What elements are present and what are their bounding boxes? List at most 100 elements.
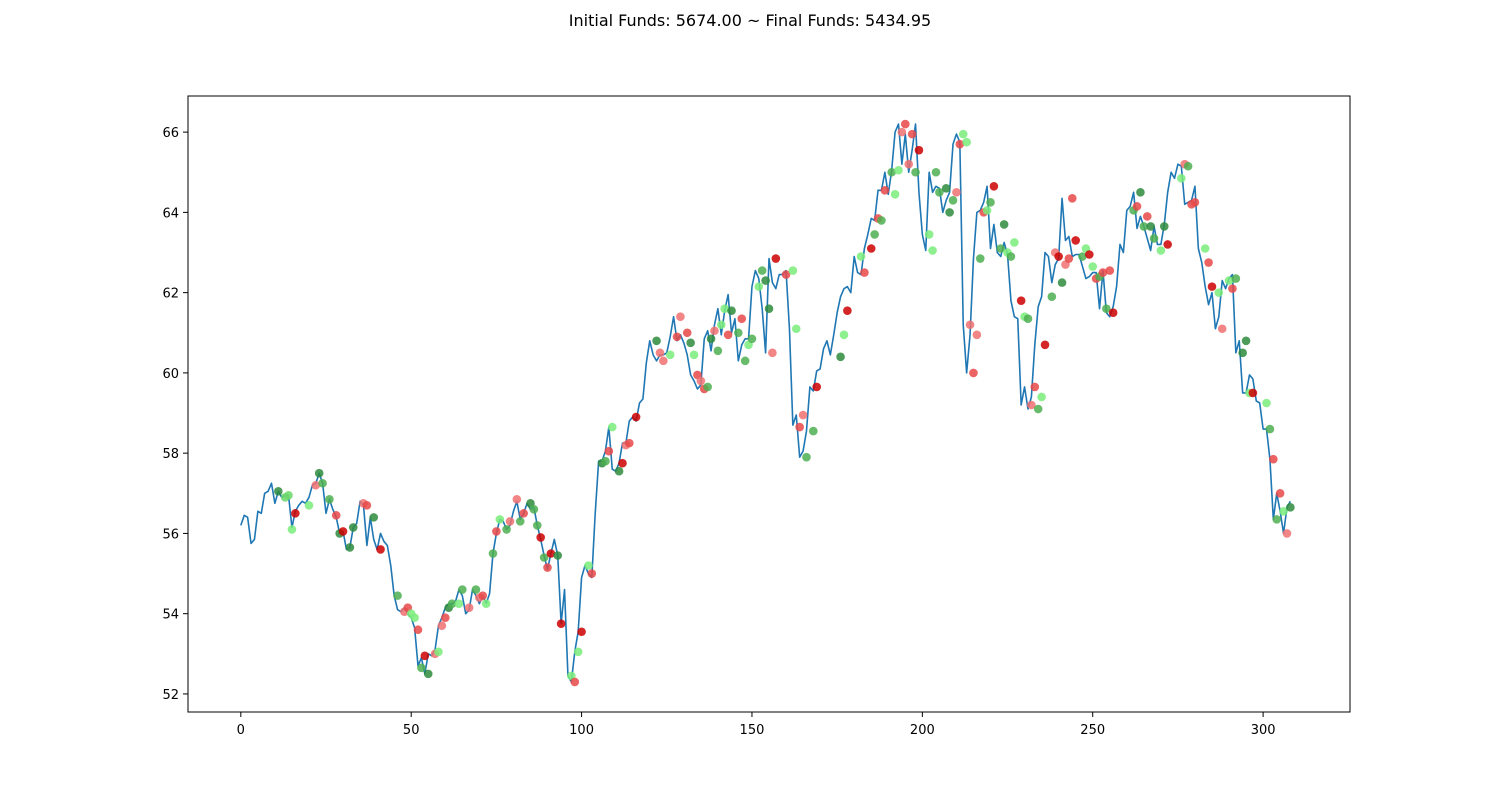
trade-marker: [802, 452, 811, 462]
trade-marker: [1248, 388, 1258, 398]
trade-marker: [727, 306, 736, 316]
trade-marker: [434, 647, 443, 657]
trade-marker: [492, 527, 501, 536]
trade-marker: [928, 246, 937, 255]
trade-marker: [481, 599, 491, 608]
trade-marker: [1163, 240, 1172, 249]
trade-marker: [1217, 324, 1227, 334]
trade-marker: [1159, 222, 1169, 231]
trade-marker: [1040, 340, 1050, 350]
trade-marker: [904, 159, 914, 169]
trade-marker: [975, 254, 985, 263]
trade-marker: [935, 188, 944, 197]
trade-marker: [587, 569, 597, 578]
trade-marker: [532, 521, 542, 530]
trade-marker: [890, 190, 900, 199]
trade-marker: [945, 208, 954, 217]
trade-marker: [440, 613, 450, 622]
trade-marker: [941, 184, 951, 193]
trade-marker: [1105, 266, 1115, 275]
trade-marker: [914, 145, 924, 155]
marker-layer: [274, 119, 1295, 687]
trade-marker: [676, 312, 685, 322]
trade-marker: [764, 304, 774, 313]
trade-marker: [924, 230, 934, 239]
trade-marker: [543, 563, 552, 572]
trade-marker: [795, 422, 804, 432]
trade-marker: [836, 352, 845, 362]
trade-marker: [706, 334, 716, 344]
trade-marker: [761, 276, 770, 285]
trade-marker: [723, 330, 733, 340]
trade-marker: [843, 306, 852, 316]
trade-marker: [318, 478, 327, 488]
trade-marker: [1010, 238, 1019, 247]
trade-marker: [652, 336, 661, 346]
trade-marker: [897, 127, 907, 137]
trade-marker: [495, 515, 505, 524]
trade-marker: [1088, 262, 1098, 271]
trade-marker: [1269, 454, 1278, 464]
trade-marker: [1064, 254, 1074, 263]
trade-marker: [556, 619, 566, 629]
trade-marker: [877, 216, 886, 225]
trade-marker: [952, 188, 961, 197]
trade-marker: [1146, 222, 1155, 231]
trade-marker: [682, 328, 692, 338]
trade-marker: [1047, 292, 1057, 301]
trade-marker: [911, 167, 920, 177]
trade-marker: [304, 501, 314, 510]
trade-marker: [515, 517, 525, 526]
trade-marker: [686, 338, 695, 348]
trade-marker: [584, 561, 593, 570]
y-tick-label: 52: [162, 688, 179, 703]
trade-marker: [413, 625, 423, 635]
trade-marker: [1272, 515, 1282, 524]
y-tick-label: 66: [162, 126, 179, 141]
trade-marker: [901, 119, 910, 129]
trade-marker: [870, 230, 879, 239]
trade-marker: [284, 491, 293, 500]
trade-marker: [1027, 400, 1036, 410]
trade-marker: [1262, 398, 1271, 408]
trade-marker: [1071, 236, 1080, 245]
trade-marker: [866, 244, 876, 253]
trade-marker: [519, 509, 528, 518]
trade-marker: [965, 320, 975, 330]
trade-marker: [754, 282, 764, 291]
x-tick-label: 100: [569, 723, 594, 738]
trade-marker: [1057, 278, 1067, 287]
chart-title: Initial Funds: 5674.00 ~ Final Funds: 54…: [568, 11, 932, 30]
trade-marker: [747, 334, 757, 344]
trade-marker: [338, 527, 348, 536]
trade-marker: [1023, 314, 1033, 324]
y-tick-label: 60: [162, 367, 179, 382]
trade-marker: [812, 382, 822, 392]
trade-marker: [570, 677, 580, 687]
trade-marker: [1282, 529, 1292, 538]
trade-marker: [362, 501, 372, 510]
trade-marker: [969, 368, 978, 378]
trade-marker: [1098, 268, 1108, 277]
trade-marker: [1033, 404, 1043, 414]
trade-marker: [809, 426, 818, 436]
trade-marker: [972, 330, 982, 340]
trade-marker: [907, 129, 917, 139]
trade-marker: [1132, 202, 1142, 211]
trade-marker: [1279, 507, 1288, 516]
y-tick-label: 58: [162, 447, 179, 462]
x-tick-label: 0: [237, 723, 245, 738]
trade-marker: [948, 196, 958, 205]
trade-marker: [1006, 252, 1016, 261]
trade-marker: [1214, 288, 1224, 297]
trade-marker: [1102, 304, 1111, 313]
trade-marker: [1200, 244, 1210, 253]
trade-marker: [1108, 308, 1118, 318]
trade-marker: [618, 458, 627, 468]
trade-marker: [601, 456, 610, 466]
trade-marker: [1054, 252, 1063, 261]
trade-marker: [1241, 336, 1251, 346]
trade-marker: [1286, 503, 1295, 512]
trade-marker: [659, 356, 668, 366]
trade-marker: [788, 266, 798, 275]
